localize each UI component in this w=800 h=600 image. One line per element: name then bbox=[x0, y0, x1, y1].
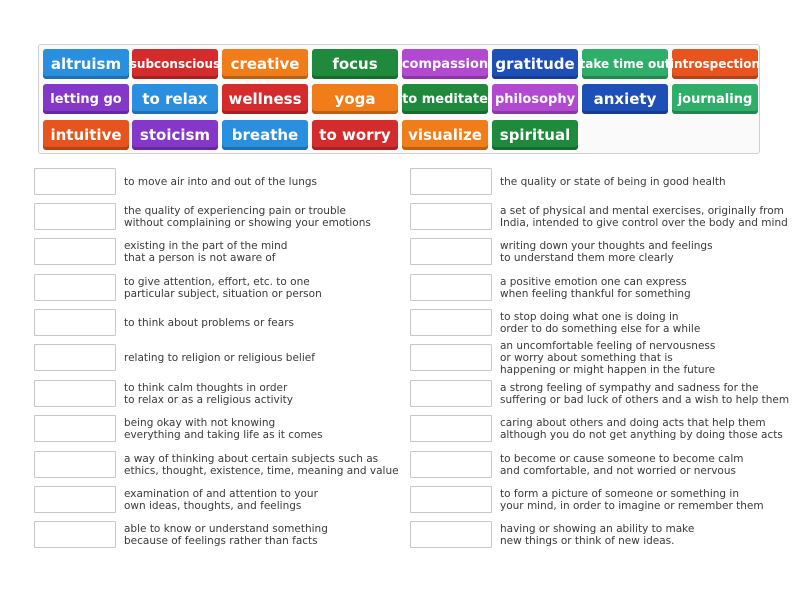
definition-text-right: to stop doing what one is doing in order… bbox=[500, 310, 701, 335]
word-tile[interactable]: creative bbox=[222, 49, 308, 79]
word-tile[interactable]: letting go bbox=[43, 84, 129, 114]
word-tile[interactable]: take time out bbox=[580, 49, 671, 79]
answer-slot-left[interactable] bbox=[34, 238, 116, 265]
definition-text-left: relating to religion or religious belief bbox=[124, 351, 315, 364]
answer-slot-right[interactable] bbox=[410, 344, 492, 371]
answer-slot-right[interactable] bbox=[410, 415, 492, 442]
answer-slot-right[interactable] bbox=[410, 168, 492, 195]
answer-slot-right[interactable] bbox=[410, 521, 492, 548]
word-tile[interactable]: breathe bbox=[222, 120, 308, 150]
word-tile[interactable]: to relax bbox=[132, 84, 218, 114]
answer-slot-left[interactable] bbox=[34, 521, 116, 548]
definition-text-left: able to know or understand something bec… bbox=[124, 522, 328, 547]
answer-slot-left[interactable] bbox=[34, 486, 116, 513]
answer-slot-left[interactable] bbox=[34, 344, 116, 371]
answer-slot-left[interactable] bbox=[34, 380, 116, 407]
word-tile[interactable]: stoicism bbox=[132, 120, 218, 150]
definition-text-right: a positive emotion one can express when … bbox=[500, 275, 691, 300]
answer-slot-left[interactable] bbox=[34, 168, 116, 195]
word-tile[interactable]: gratitude bbox=[492, 49, 578, 79]
definition-text-right: to form a picture of someone or somethin… bbox=[500, 487, 764, 512]
word-tile[interactable]: wellness bbox=[222, 84, 308, 114]
word-tile[interactable]: subconscious bbox=[130, 49, 220, 79]
answer-slot-left[interactable] bbox=[34, 309, 116, 336]
word-tile[interactable]: spiritual bbox=[492, 120, 578, 150]
answer-slot-right[interactable] bbox=[410, 380, 492, 407]
answer-slot-right[interactable] bbox=[410, 274, 492, 301]
definition-text-right: an uncomfortable feeling of nervousness … bbox=[500, 339, 716, 376]
answer-slot-left[interactable] bbox=[34, 274, 116, 301]
word-tile[interactable]: journaling bbox=[672, 84, 758, 114]
definition-text-left: to think calm thoughts in order to relax… bbox=[124, 381, 293, 406]
word-tile[interactable]: to meditate bbox=[402, 84, 488, 114]
word-tile[interactable]: anxiety bbox=[582, 84, 668, 114]
word-tile[interactable]: focus bbox=[312, 49, 398, 79]
word-tile[interactable]: to worry bbox=[312, 120, 398, 150]
answer-slot-left[interactable] bbox=[34, 451, 116, 478]
answer-slot-left[interactable] bbox=[34, 203, 116, 230]
answer-slot-left[interactable] bbox=[34, 415, 116, 442]
answer-slot-right[interactable] bbox=[410, 309, 492, 336]
definition-text-left: to give attention, effort, etc. to one p… bbox=[124, 275, 322, 300]
definition-text-left: to think about problems or fears bbox=[124, 316, 294, 329]
definition-text-left: examination of and attention to your own… bbox=[124, 487, 318, 512]
definition-text-right: caring about others and doing acts that … bbox=[500, 416, 783, 441]
word-tile[interactable]: yoga bbox=[312, 84, 398, 114]
word-bank: altruism subconscious creative focus compass… bbox=[38, 44, 760, 154]
answer-slot-right[interactable] bbox=[410, 451, 492, 478]
definition-text-right: a strong feeling of sympathy and sadness… bbox=[500, 381, 790, 406]
definition-text-left: being okay with not knowing everything a… bbox=[124, 416, 323, 441]
answer-slot-right[interactable] bbox=[410, 486, 492, 513]
answer-slot-right[interactable] bbox=[410, 203, 492, 230]
definition-text-left: existing in the part of the mind that a … bbox=[124, 239, 288, 264]
answer-slot-right[interactable] bbox=[410, 238, 492, 265]
word-tile[interactable]: philosophy bbox=[492, 84, 578, 114]
definition-text-right: the quality or state of being in good he… bbox=[500, 175, 726, 188]
word-tile[interactable]: introspection bbox=[670, 49, 760, 79]
definition-text-right: to become or cause someone to become cal… bbox=[500, 452, 744, 477]
word-tile[interactable]: visualize bbox=[402, 120, 488, 150]
definition-text-right: writing down your thoughts and feelings … bbox=[500, 239, 713, 264]
definition-text-left: the quality of experiencing pain or trou… bbox=[124, 204, 371, 229]
definition-text-left: a way of thinking about certain subjects… bbox=[124, 452, 399, 477]
definition-text-left: to move air into and out of the lungs bbox=[124, 175, 318, 188]
definition-text-right: a set of physical and mental exercises, … bbox=[500, 204, 788, 229]
definition-text-right: having or showing an ability to make new… bbox=[500, 522, 695, 547]
word-tile[interactable]: altruism bbox=[43, 49, 129, 79]
word-tile[interactable]: compassion bbox=[402, 49, 488, 79]
word-tile[interactable]: intuitive bbox=[43, 120, 129, 150]
